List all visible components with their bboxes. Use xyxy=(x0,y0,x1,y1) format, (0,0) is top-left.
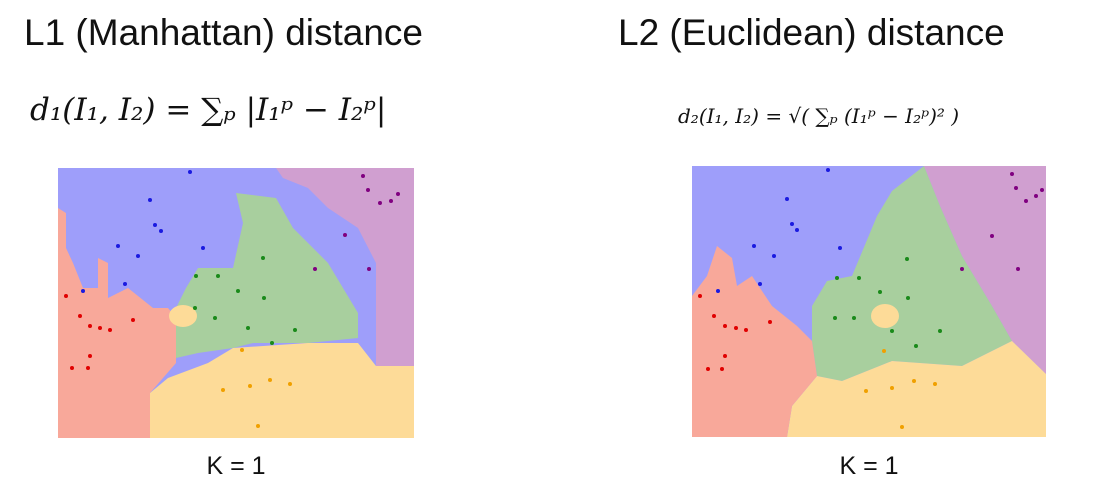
caption: K = 1 xyxy=(839,452,899,480)
formula: d₁(I₁, I₂) = ∑ₚ |I₁ᵖ − I₂ᵖ| xyxy=(30,92,387,128)
formula: d₂(I₁, I₂) = √( ∑ₚ (I₁ᵖ − I₂ᵖ)² ) xyxy=(678,104,960,128)
panel-title: L2 (Euclidean) distance xyxy=(618,12,1005,53)
decision-map xyxy=(58,168,414,438)
decision-map xyxy=(692,166,1046,437)
caption: K = 1 xyxy=(206,452,266,480)
panel-title: L1 (Manhattan) distance xyxy=(24,12,424,53)
